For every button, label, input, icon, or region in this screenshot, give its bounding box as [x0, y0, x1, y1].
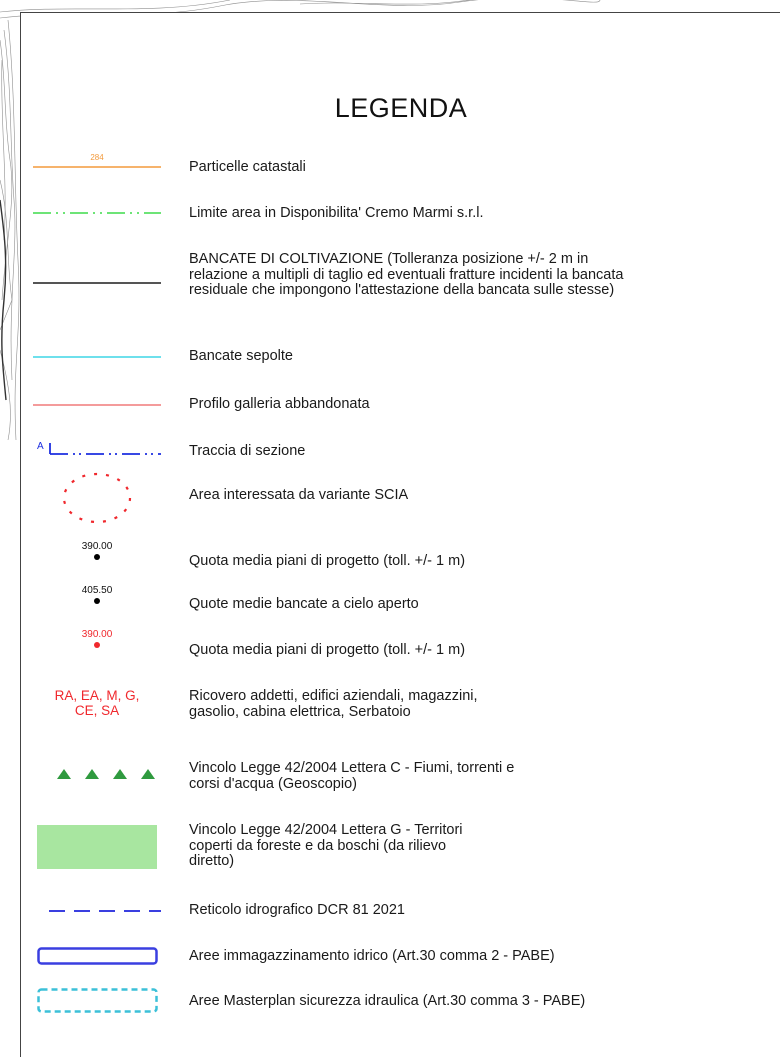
- legend-item-label: Reticolo idrografico DCR 81 2021: [189, 902, 405, 918]
- legend-item-label: Bancate sepolte: [189, 348, 293, 364]
- elevation-point-symbol: 390.00: [33, 541, 161, 562]
- legend-item-label: Profilo galleria abbandonata: [189, 396, 370, 412]
- elevation-value: 390.00: [81, 629, 113, 640]
- elevation-point-symbol: 405.50: [33, 585, 161, 606]
- legend-panel: LEGENDA 284 Particelle catastali Limite …: [20, 12, 780, 1057]
- parcel-number-label: 284: [90, 153, 104, 162]
- legend-item-label: Aree immagazzinamento idrico (Art.30 com…: [189, 948, 555, 964]
- legend-item-label: Traccia di sezione: [189, 443, 306, 459]
- legend-item-label: Particelle catastali: [189, 159, 306, 175]
- legend-title: LEGENDA: [334, 93, 468, 123]
- legend-item-label: Quota media piani di progetto (toll. +/-…: [189, 553, 466, 569]
- legend-item-label: Aree Masterplan sicurezza idraulica (Art…: [189, 993, 586, 1009]
- legend-item-label: Vincolo Legge 42/2004 Lettera C - Fiumi,…: [189, 760, 515, 792]
- masterplan-area-symbol: [37, 988, 159, 1014]
- tunnel-line-symbol: [33, 402, 161, 408]
- building-codes-symbol: RA, EA, M, G, CE, SA: [54, 688, 140, 718]
- legend-item-label: Limite area in Disponibilita' Cremo Marm…: [189, 205, 484, 221]
- legend-item-label: Quote medie bancate a cielo aperto: [189, 596, 419, 612]
- triangle-row-symbol: [33, 767, 161, 781]
- legend-item-label: Quota media piani di progetto (toll. +/-…: [189, 642, 466, 658]
- legend-item-label: BANCATE DI COLTIVAZIONE (Tolleranza posi…: [189, 251, 624, 298]
- dash-dot-limit-symbol: [33, 209, 161, 217]
- bench-line-symbol: [33, 280, 161, 286]
- legend-item-label: Area interessata da variante SCIA: [189, 487, 409, 503]
- hydro-dashed-line-symbol: [33, 907, 161, 915]
- section-letter: A: [37, 441, 44, 452]
- parcel-line-symbol: 284: [33, 153, 161, 173]
- legend-item-label: Ricovero addetti, edifici aziendali, mag…: [189, 688, 478, 720]
- elevation-point-red-symbol: 390.00: [33, 629, 161, 650]
- scia-area-symbol: [33, 470, 161, 526]
- elevation-value: 405.50: [81, 585, 113, 596]
- forest-area-symbol: [37, 825, 157, 869]
- elevation-value: 390.00: [81, 541, 113, 552]
- legend-item-label: Vincolo Legge 42/2004 Lettera G - Territ…: [189, 822, 463, 869]
- buried-bench-line-symbol: [33, 354, 161, 360]
- water-storage-symbol: [37, 947, 159, 965]
